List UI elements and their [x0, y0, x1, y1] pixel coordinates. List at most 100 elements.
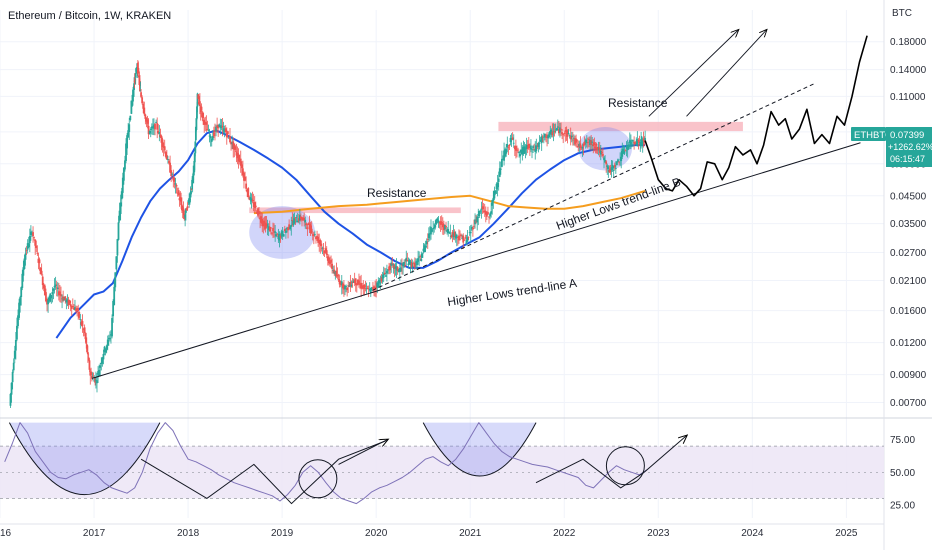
candle-up — [290, 224, 293, 227]
candle-up — [196, 93, 199, 107]
candle-down — [356, 279, 359, 285]
candle-down — [86, 352, 89, 355]
candle-up — [103, 346, 106, 353]
candle-up — [530, 145, 532, 150]
candle-down — [230, 141, 232, 145]
candle-up — [493, 191, 496, 199]
candle-up — [542, 136, 545, 138]
candle-down — [57, 291, 60, 296]
candle-up — [334, 271, 337, 275]
candle-up — [532, 146, 534, 148]
candle-up — [228, 137, 230, 139]
candle-up — [139, 90, 142, 91]
candle-down — [458, 235, 460, 241]
candle-down — [608, 169, 611, 173]
candle-up — [434, 224, 437, 228]
candle-up — [628, 140, 631, 144]
candle-up — [74, 307, 76, 311]
candle-up — [190, 191, 192, 195]
candle-up — [550, 129, 553, 134]
candle-down — [203, 119, 206, 125]
time-tick-label: 2020 — [365, 528, 388, 539]
candle-up — [377, 282, 380, 288]
candle-up — [250, 198, 253, 202]
candle-down — [288, 224, 291, 229]
candle-up — [617, 159, 619, 162]
candle-up — [447, 229, 450, 234]
candle-down — [140, 92, 142, 97]
last-price-badge[interactable]: ETHBTC 0.07399 +1262.62% 06:15:47 — [851, 127, 932, 167]
candle-up — [382, 273, 385, 278]
candle-up — [210, 138, 213, 142]
candle-up — [552, 131, 555, 133]
candle-down — [337, 279, 340, 281]
candle-up — [381, 274, 384, 279]
candle-up — [390, 262, 393, 266]
candle-up — [369, 288, 372, 293]
candle-up — [116, 239, 119, 256]
candle-down — [442, 224, 445, 231]
candle-down — [527, 143, 530, 149]
candle-down — [353, 279, 356, 284]
candle-up — [394, 266, 397, 269]
candle-up — [425, 241, 428, 245]
candle-up — [544, 134, 546, 138]
candle-down — [170, 170, 173, 177]
candle-up — [9, 393, 12, 406]
candle-up — [537, 143, 540, 148]
candle-up — [509, 137, 512, 143]
candle-down — [76, 308, 79, 311]
candle-down — [331, 263, 334, 270]
candle-down — [406, 260, 409, 261]
candle-down — [373, 286, 375, 290]
candle-down — [613, 164, 616, 168]
candle-down — [374, 287, 376, 288]
price-tick-label: 0.18000 — [890, 37, 927, 48]
candle-up — [129, 115, 132, 120]
time-tick-label: 2022 — [553, 528, 576, 539]
candle-down — [240, 164, 243, 169]
candle-down — [380, 277, 383, 282]
candle-down — [264, 222, 267, 229]
candle-up — [65, 300, 68, 303]
candle-up — [53, 285, 56, 288]
price-tick-label: 0.00700 — [890, 398, 927, 409]
candle-up — [348, 285, 351, 287]
candle-down — [221, 125, 224, 128]
candle-up — [99, 365, 102, 368]
candle-down — [42, 284, 45, 289]
candle-up — [191, 179, 194, 188]
candle-up — [275, 234, 278, 237]
candle-down — [59, 291, 61, 295]
candle-up — [27, 243, 30, 247]
candle-down — [241, 168, 244, 176]
candle-down — [252, 202, 255, 207]
candle-down — [580, 147, 583, 148]
rsi-band — [0, 446, 884, 499]
resistance-zones — [249, 121, 743, 214]
candle-up — [130, 100, 133, 114]
rsi-tick-label: 25.00 — [890, 500, 915, 511]
candle-down — [146, 119, 149, 124]
candle-up — [23, 258, 26, 269]
candle-up — [398, 268, 401, 273]
candle-down — [261, 218, 264, 224]
price-tick-label: 0.04500 — [890, 191, 927, 202]
candle-down — [236, 153, 239, 159]
candle-up — [352, 280, 355, 283]
time-tick-label: 2019 — [271, 528, 294, 539]
candle-countdown: 06:15:47 — [890, 154, 925, 164]
candle-down — [571, 139, 574, 141]
candle-up — [111, 318, 113, 337]
price-tick-label: 0.01600 — [890, 306, 927, 317]
candle-up — [26, 243, 29, 250]
candle-down — [157, 130, 160, 134]
candle-down — [553, 131, 556, 133]
candle-down — [263, 220, 266, 224]
candle-up — [79, 319, 82, 320]
candle-down — [172, 176, 175, 181]
price-tick-label: 0.14000 — [890, 65, 927, 76]
candle-down — [419, 256, 422, 258]
